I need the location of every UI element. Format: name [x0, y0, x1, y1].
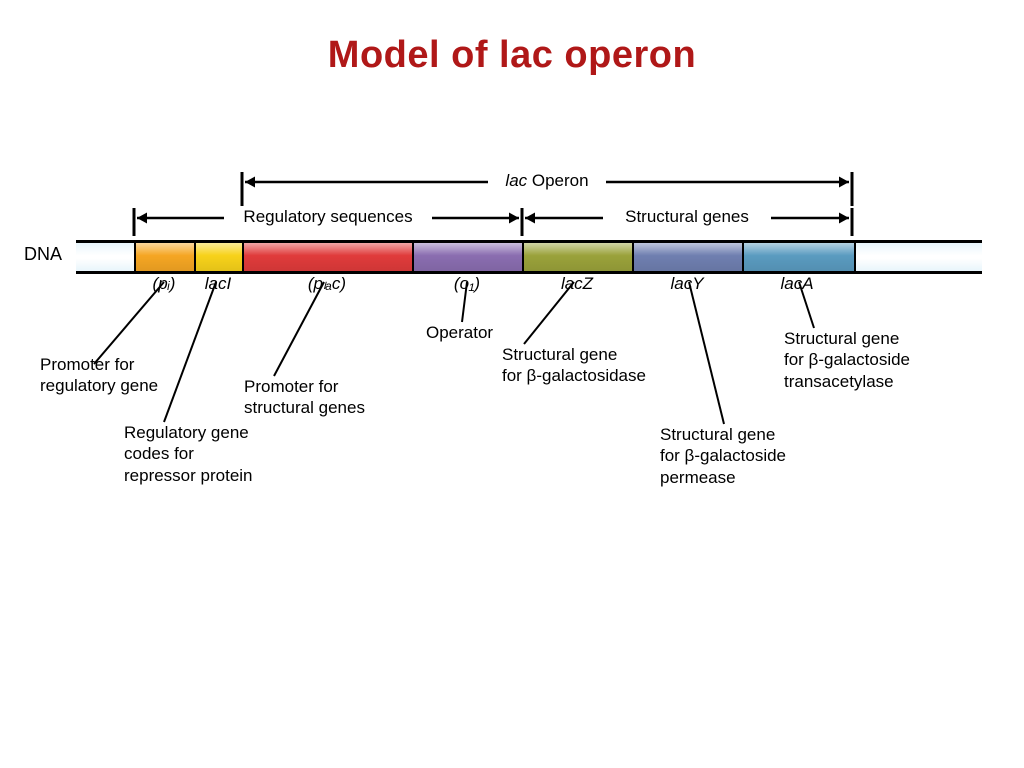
page-title: Model of lac operon — [0, 34, 1024, 77]
segment-label-o1: (o₁) — [454, 274, 480, 294]
segment-label-lacZ: lacZ — [561, 274, 593, 294]
annotation-lacZ-desc: Structural genefor β-galactosidase — [502, 344, 646, 387]
annotation-lacY-desc: Structural genefor β-galactosidepermease — [660, 424, 786, 488]
annotation-regulatory-gene: Regulatory genecodes forrepressor protei… — [124, 422, 253, 486]
lac-operon-diagram: DNA (pᵢ)lacI(pₗₐc)(o₁)lacZlacYlacAlac Op… — [24, 164, 1000, 584]
annotation-lacA-desc: Structural genefor β-galactosidetransace… — [784, 328, 910, 392]
annotation-promoter-struct: Promoter forstructural genes — [244, 376, 365, 419]
segment-label-plac: (pₗₐc) — [308, 274, 346, 294]
group-label-reg-seq: Regulatory sequences — [243, 207, 412, 227]
annotation-operator: Operator — [426, 322, 493, 343]
segment-label-pi: (pᵢ) — [153, 274, 176, 294]
segment-label-lacY: lacY — [670, 274, 703, 294]
group-label-lac-operon: lac Operon — [505, 171, 588, 191]
annotation-promoter-reg: Promoter forregulatory gene — [40, 354, 158, 397]
group-label-struct-genes: Structural genes — [625, 207, 749, 227]
segment-label-lacA: lacA — [780, 274, 813, 294]
segment-label-lacI: lacI — [205, 274, 231, 294]
